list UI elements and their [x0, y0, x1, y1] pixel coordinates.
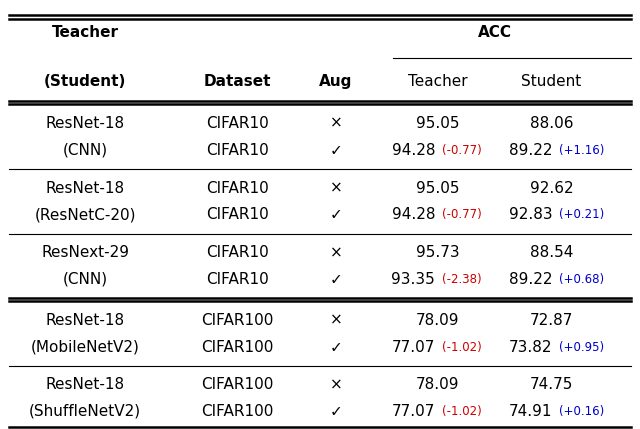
Text: (+0.16): (+0.16) — [559, 405, 605, 418]
Text: (CNN): (CNN) — [63, 272, 108, 287]
Text: (CNN): (CNN) — [63, 142, 108, 157]
Text: ×: × — [330, 313, 342, 328]
Text: CIFAR10: CIFAR10 — [206, 272, 269, 287]
Text: CIFAR10: CIFAR10 — [206, 116, 269, 131]
Text: ×: × — [330, 116, 342, 131]
Text: Aug: Aug — [319, 74, 353, 89]
Text: (-2.38): (-2.38) — [442, 273, 481, 286]
Text: 95.05: 95.05 — [415, 181, 459, 196]
Text: Student: Student — [522, 74, 582, 89]
Text: CIFAR10: CIFAR10 — [206, 142, 269, 157]
Text: ✓: ✓ — [330, 208, 342, 222]
Text: ResNet-18: ResNet-18 — [45, 313, 125, 328]
Text: CIFAR10: CIFAR10 — [206, 245, 269, 260]
Text: 77.07: 77.07 — [392, 339, 435, 354]
Text: CIFAR10: CIFAR10 — [206, 181, 269, 196]
Text: 74.75: 74.75 — [530, 377, 573, 392]
Text: 94.28: 94.28 — [392, 208, 435, 222]
Text: (ResNetC-20): (ResNetC-20) — [35, 208, 136, 222]
Text: (MobileNetV2): (MobileNetV2) — [31, 339, 140, 354]
Text: ✓: ✓ — [330, 142, 342, 157]
Text: 78.09: 78.09 — [415, 377, 459, 392]
Text: 78.09: 78.09 — [415, 313, 459, 328]
Text: (ShuffleNetV2): (ShuffleNetV2) — [29, 404, 141, 419]
Text: CIFAR100: CIFAR100 — [202, 377, 274, 392]
Text: 74.91: 74.91 — [509, 404, 552, 419]
Text: (-0.77): (-0.77) — [442, 208, 481, 221]
Text: ✓: ✓ — [330, 339, 342, 354]
Text: ResNext-29: ResNext-29 — [41, 245, 129, 260]
Text: 73.82: 73.82 — [509, 339, 552, 354]
Text: ×: × — [330, 245, 342, 260]
Text: 92.83: 92.83 — [509, 208, 552, 222]
Text: ×: × — [330, 377, 342, 392]
Text: 92.62: 92.62 — [530, 181, 573, 196]
Text: 95.05: 95.05 — [415, 116, 459, 131]
Text: ×: × — [330, 181, 342, 196]
Text: CIFAR100: CIFAR100 — [202, 404, 274, 419]
Text: CIFAR10: CIFAR10 — [206, 208, 269, 222]
Text: (+0.95): (+0.95) — [559, 341, 605, 353]
Text: Dataset: Dataset — [204, 74, 271, 89]
Text: Teacher: Teacher — [408, 74, 467, 89]
Text: 88.06: 88.06 — [530, 116, 573, 131]
Text: (+0.21): (+0.21) — [559, 208, 605, 221]
Text: 93.35: 93.35 — [392, 272, 435, 287]
Text: (-1.02): (-1.02) — [442, 405, 481, 418]
Text: ACC: ACC — [477, 25, 511, 40]
Text: (+1.16): (+1.16) — [559, 144, 605, 157]
Text: ResNet-18: ResNet-18 — [45, 181, 125, 196]
Text: CIFAR100: CIFAR100 — [202, 339, 274, 354]
Text: 94.28: 94.28 — [392, 142, 435, 157]
Text: 89.22: 89.22 — [509, 272, 552, 287]
Text: 72.87: 72.87 — [530, 313, 573, 328]
Text: ResNet-18: ResNet-18 — [45, 116, 125, 131]
Text: 77.07: 77.07 — [392, 404, 435, 419]
Text: 89.22: 89.22 — [509, 142, 552, 157]
Text: ResNet-18: ResNet-18 — [45, 377, 125, 392]
Text: Teacher: Teacher — [52, 25, 119, 40]
Text: (Student): (Student) — [44, 74, 127, 89]
Text: (+0.68): (+0.68) — [559, 273, 605, 286]
Text: 88.54: 88.54 — [530, 245, 573, 260]
Text: (-0.77): (-0.77) — [442, 144, 481, 157]
Text: CIFAR100: CIFAR100 — [202, 313, 274, 328]
Text: ✓: ✓ — [330, 272, 342, 287]
Text: (-1.02): (-1.02) — [442, 341, 481, 353]
Text: 95.73: 95.73 — [415, 245, 459, 260]
Text: ✓: ✓ — [330, 404, 342, 419]
